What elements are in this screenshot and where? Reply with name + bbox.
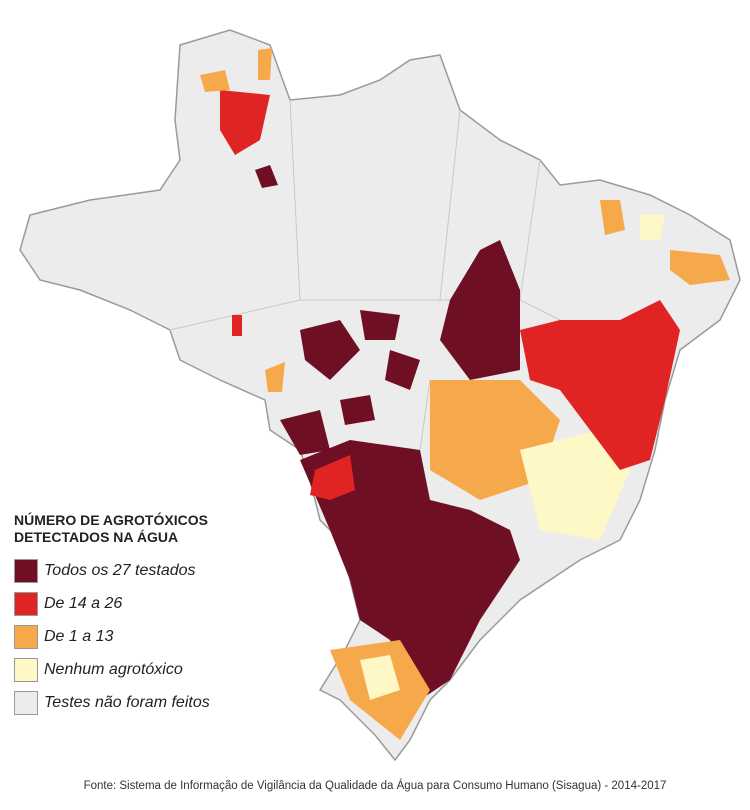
region-orange bbox=[200, 48, 272, 92]
legend-swatch bbox=[14, 690, 38, 715]
legend-swatch bbox=[14, 657, 38, 682]
legend-label: Nenhum agrotóxico bbox=[44, 660, 183, 678]
legend-item: Nenhum agrotóxico bbox=[14, 653, 254, 686]
legend-label: Testes não foram feitos bbox=[44, 693, 210, 711]
legend-item: Todos os 27 testados bbox=[14, 554, 254, 587]
legend-items: Todos os 27 testados De 14 a 26 De 1 a 13 N… bbox=[14, 554, 254, 719]
source-note: Fonte: Sistema de Informação de Vigilânc… bbox=[83, 780, 667, 792]
region-dark bbox=[280, 310, 420, 455]
legend: NÚMERO DE AGROTÓXICOS DETECTADOS NA ÁGUA… bbox=[14, 512, 254, 719]
legend-item: Testes não foram feitos bbox=[14, 686, 254, 719]
region-red bbox=[220, 90, 270, 155]
region-red bbox=[310, 455, 355, 500]
legend-label: Todos os 27 testados bbox=[44, 561, 196, 579]
legend-item: De 14 a 26 bbox=[14, 587, 254, 620]
region-yellow bbox=[520, 430, 630, 540]
legend-swatch bbox=[14, 591, 38, 616]
region-red bbox=[232, 315, 242, 336]
legend-swatch bbox=[14, 624, 38, 649]
region-dark bbox=[255, 165, 278, 188]
region-dark bbox=[300, 440, 520, 700]
legend-title: NÚMERO DE AGROTÓXICOS DETECTADOS NA ÁGUA bbox=[14, 512, 208, 545]
region-red bbox=[520, 300, 680, 470]
legend-swatch bbox=[14, 558, 38, 583]
country-outline bbox=[19, 29, 741, 762]
region-yellow bbox=[360, 655, 400, 700]
legend-label: De 14 a 26 bbox=[44, 594, 123, 612]
map bbox=[19, 29, 741, 762]
region-dark bbox=[440, 240, 520, 380]
legend-label: De 1 a 13 bbox=[44, 627, 114, 645]
legend-item: De 1 a 13 bbox=[14, 620, 254, 653]
region-yellow bbox=[640, 215, 665, 240]
